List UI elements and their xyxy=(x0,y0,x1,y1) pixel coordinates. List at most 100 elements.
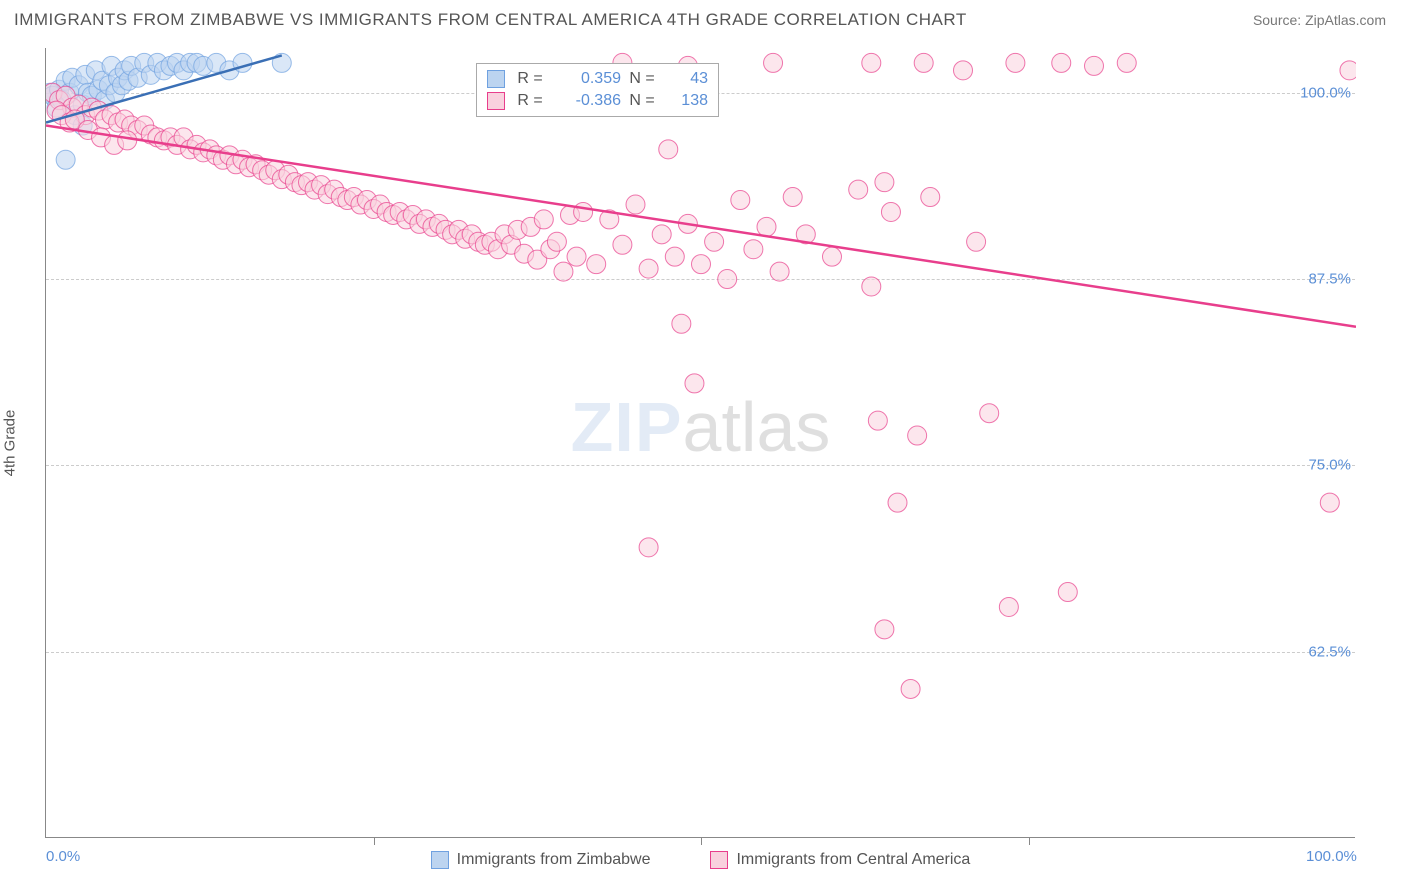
gridline-h xyxy=(46,652,1355,653)
data-point-central_america xyxy=(47,101,66,120)
data-point-zimbabwe xyxy=(141,65,160,84)
data-point-central_america xyxy=(665,247,684,266)
data-point-central_america xyxy=(357,191,376,210)
stat-R-zimbabwe: 0.359 xyxy=(551,70,621,88)
data-point-zimbabwe xyxy=(115,61,134,80)
data-point-central_america xyxy=(430,214,449,233)
y-tick-label: 87.5% xyxy=(1308,271,1359,288)
data-point-central_america xyxy=(318,185,337,204)
data-point-zimbabwe xyxy=(109,68,128,87)
chart-area: 4th Grade ZIPatlas R =0.359N =43R =-0.38… xyxy=(45,48,1393,838)
data-point-zimbabwe xyxy=(73,95,92,114)
data-point-zimbabwe xyxy=(187,53,206,72)
data-point-zimbabwe xyxy=(65,106,84,125)
data-point-central_america xyxy=(187,135,206,154)
data-point-central_america xyxy=(285,173,304,192)
data-point-zimbabwe xyxy=(128,68,147,87)
data-point-central_america xyxy=(488,240,507,259)
data-point-zimbabwe xyxy=(119,71,138,90)
data-point-central_america xyxy=(456,229,475,248)
data-point-central_america xyxy=(115,110,134,129)
data-point-central_america xyxy=(82,98,101,117)
data-point-central_america xyxy=(397,210,416,229)
data-point-central_america xyxy=(796,225,815,244)
data-point-central_america xyxy=(135,116,154,135)
data-point-central_america xyxy=(200,140,219,159)
correlation-stat-box: R =0.359N =43R =-0.386N =138 xyxy=(476,63,719,117)
data-point-zimbabwe xyxy=(122,56,141,75)
data-point-central_america xyxy=(52,106,71,125)
data-point-central_america xyxy=(65,110,84,129)
data-point-central_america xyxy=(639,538,658,557)
data-point-central_america xyxy=(1052,53,1071,72)
data-point-central_america xyxy=(888,493,907,512)
data-point-zimbabwe xyxy=(56,150,75,169)
data-point-central_america xyxy=(299,173,318,192)
data-point-central_america xyxy=(967,232,986,251)
data-point-central_america xyxy=(482,232,501,251)
trend-line-zimbabwe xyxy=(46,55,282,122)
data-point-central_america xyxy=(783,188,802,207)
data-point-central_america xyxy=(547,232,566,251)
data-point-central_america xyxy=(266,161,285,180)
y-tick-label: 100.0% xyxy=(1300,84,1359,101)
data-point-zimbabwe xyxy=(207,53,226,72)
data-point-zimbabwe xyxy=(73,116,92,135)
data-point-central_america xyxy=(692,255,711,274)
data-point-central_america xyxy=(325,180,344,199)
data-point-central_america xyxy=(436,220,455,239)
x-major-tick xyxy=(1029,837,1030,845)
data-point-central_america xyxy=(351,195,370,214)
data-point-zimbabwe xyxy=(194,56,213,75)
data-point-central_america xyxy=(122,116,141,135)
data-point-central_america xyxy=(338,191,357,210)
data-point-central_america xyxy=(914,53,933,72)
data-point-central_america xyxy=(344,188,363,207)
data-point-central_america xyxy=(613,235,632,254)
data-point-central_america xyxy=(1085,56,1104,75)
data-point-central_america xyxy=(659,140,678,159)
data-point-central_america xyxy=(92,128,111,147)
x-major-tick xyxy=(701,837,702,845)
data-point-central_america xyxy=(102,106,121,125)
data-point-central_america xyxy=(495,225,514,244)
data-point-central_america xyxy=(233,150,252,169)
data-point-central_america xyxy=(95,110,114,129)
data-point-central_america xyxy=(521,217,540,236)
data-point-central_america xyxy=(626,195,645,214)
data-point-central_america xyxy=(109,113,128,132)
data-point-central_america xyxy=(312,176,331,195)
stat-swatch-central_america xyxy=(487,92,505,110)
data-point-central_america xyxy=(908,426,927,445)
data-point-central_america xyxy=(449,220,468,239)
stat-R-central_america: -0.386 xyxy=(551,92,621,110)
trend-line-central_america xyxy=(46,126,1356,327)
data-point-central_america xyxy=(56,86,75,105)
stat-swatch-zimbabwe xyxy=(487,70,505,88)
data-point-central_america xyxy=(587,255,606,274)
data-point-central_america xyxy=(105,135,124,154)
data-point-central_america xyxy=(921,188,940,207)
data-point-central_america xyxy=(652,225,671,244)
data-point-central_america xyxy=(561,205,580,224)
data-point-central_america xyxy=(443,225,462,244)
data-point-zimbabwe xyxy=(272,53,291,72)
data-point-central_america xyxy=(220,146,239,165)
data-point-central_america xyxy=(384,205,403,224)
data-point-zimbabwe xyxy=(82,86,101,105)
data-point-zimbabwe xyxy=(102,56,121,75)
scatter-points-layer xyxy=(46,48,1356,838)
data-point-central_america xyxy=(128,120,147,139)
data-point-central_america xyxy=(849,180,868,199)
data-point-central_america xyxy=(240,158,259,177)
data-point-zimbabwe xyxy=(148,53,167,72)
x-major-tick xyxy=(374,837,375,845)
data-point-central_america xyxy=(410,214,429,233)
data-point-central_america xyxy=(154,131,173,150)
data-point-zimbabwe xyxy=(181,53,200,72)
data-point-central_america xyxy=(246,155,265,174)
data-point-central_america xyxy=(639,259,658,278)
data-point-central_america xyxy=(78,120,97,139)
data-point-central_america xyxy=(390,202,409,221)
data-point-central_america xyxy=(148,128,167,147)
